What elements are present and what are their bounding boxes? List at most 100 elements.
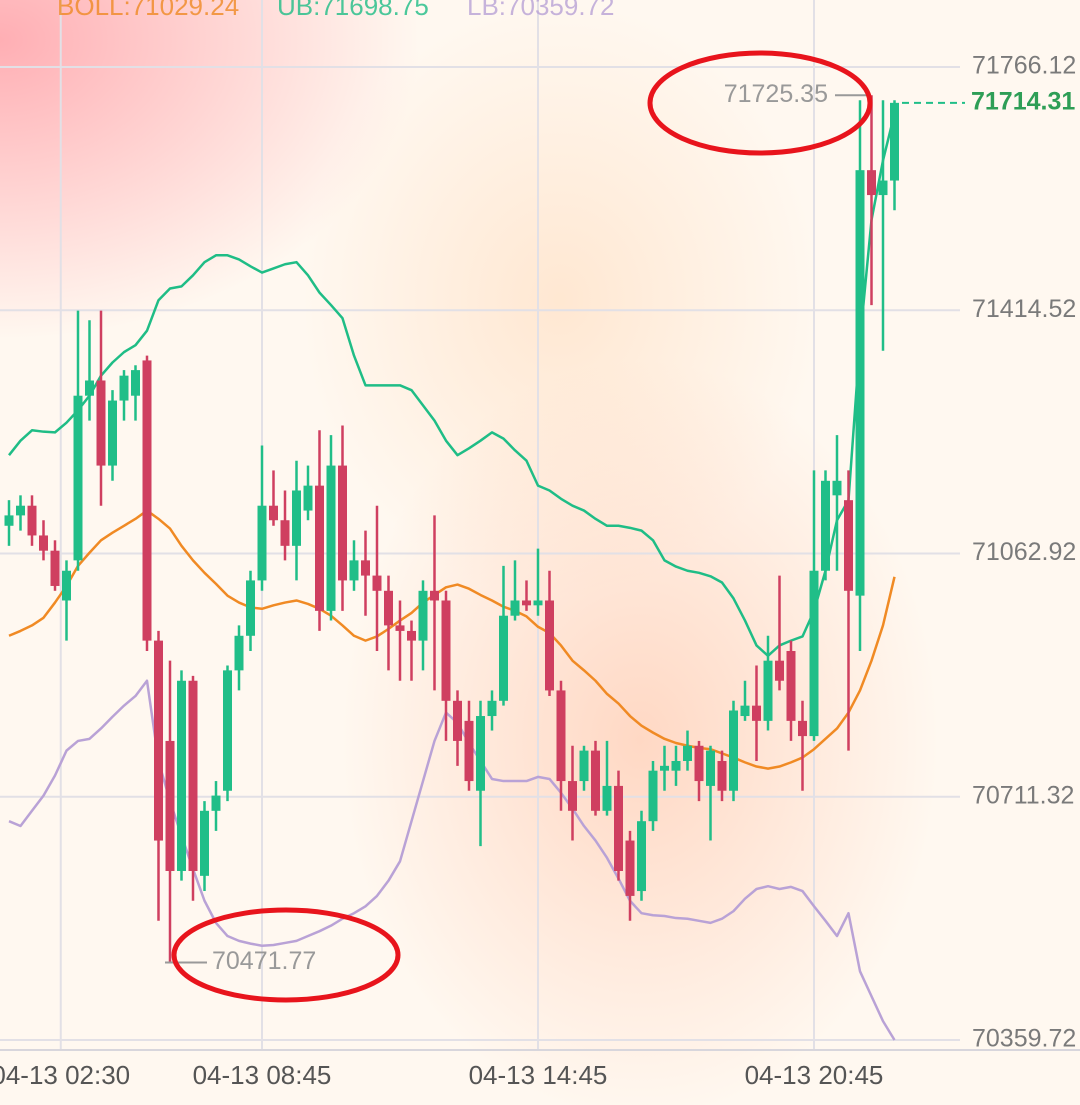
candle-body [890,102,899,181]
candle-body [717,760,727,791]
candle-body [234,635,244,671]
candle-body [372,575,382,591]
candle-body [798,720,807,737]
highlight-ellipse [171,907,401,1003]
candle-body [625,840,635,896]
candle-body [395,625,405,631]
candle-body [62,570,71,601]
candle-body [430,590,439,601]
bollinger-line [8,113,896,658]
candle-body [844,500,853,591]
candle-body [683,745,692,761]
candle-body [39,535,48,551]
bollinger-line [8,679,896,1041]
x-tick-label: 04-13 02:30 [0,1060,130,1090]
candle-body [671,760,681,771]
candle-body [694,745,704,782]
candle-body [407,630,416,641]
candle-body [418,590,428,641]
candle-body [522,600,531,606]
candle-body [338,465,347,581]
candle-body [165,740,175,871]
candle-body [867,170,876,196]
candle-body [832,480,842,496]
candle-body [50,550,60,586]
candle-body [487,700,497,717]
candle-body [246,580,255,636]
candle-body [476,716,485,791]
candle-body [752,705,761,721]
candle-body [200,810,209,876]
y-tick-label: 71766.12 [972,52,1076,80]
candle-body [108,400,117,466]
highlight-ellipse [647,50,873,156]
candle-body [648,770,658,822]
y-tick-label: 71062.92 [972,538,1076,566]
legend-entry: LB:70359.72 [467,0,614,21]
candle-body [591,750,600,811]
candle-body [786,650,796,721]
candle-body [878,180,888,196]
candle-body [177,680,186,871]
candle-body [637,821,646,892]
last-price-label: 71714.31 [971,87,1075,115]
candle-body [453,700,462,741]
candle-body [223,670,232,791]
candle-body [142,360,152,641]
candle-body [510,600,520,616]
legend-entry: UB:71698.75 [277,0,429,21]
candle-body [464,720,474,782]
candle-body [855,170,865,596]
candle-body [556,690,566,782]
candle-body [154,640,163,841]
y-tick-label: 70711.32 [972,781,1074,809]
candle-body [292,490,301,546]
candle-body [602,785,612,811]
candle-body [729,710,738,791]
candle-body [85,380,94,396]
x-tick-label: 04-13 20:45 [745,1060,884,1090]
candle-body [303,485,313,511]
candle-body [280,520,290,546]
candle-body [73,395,83,561]
candle-body [499,615,508,701]
bollinger-line [8,509,896,770]
candle-body [821,480,830,571]
x-tick-label: 04-13 08:45 [193,1060,332,1090]
legend-entry: BOLL:71029.24 [57,0,239,21]
candle-body [545,600,554,691]
candle-body [384,590,393,626]
x-tick-label: 04-13 14:45 [469,1060,608,1090]
candle-body [315,485,324,611]
candle-body [740,705,750,717]
min-label: 70471.77 [212,947,316,975]
candle-body [579,750,589,782]
candle-body [16,505,25,516]
y-tick-label: 71414.52 [972,295,1076,323]
candle-body [326,465,336,611]
candle-body [131,370,140,396]
candle-body [809,570,819,737]
candle-body [119,375,129,401]
candle-body [96,380,106,466]
candle-body [568,781,577,811]
candle-body [257,505,267,581]
candle-body [706,750,715,786]
candle-body [441,600,451,701]
candle-body [660,765,669,771]
candle-body [614,785,623,871]
candle-body [269,505,278,521]
candle-body [361,560,370,576]
candle-body [4,515,14,526]
y-tick-label: 70359.72 [972,1025,1076,1053]
candle-body [775,660,784,681]
candle-body [27,505,37,536]
max-label: 71725.35 [724,80,828,108]
candle-body [211,795,221,811]
candle-body [188,680,198,871]
candle-body [349,560,359,581]
candle-body [763,660,773,721]
candle-body [533,600,543,606]
